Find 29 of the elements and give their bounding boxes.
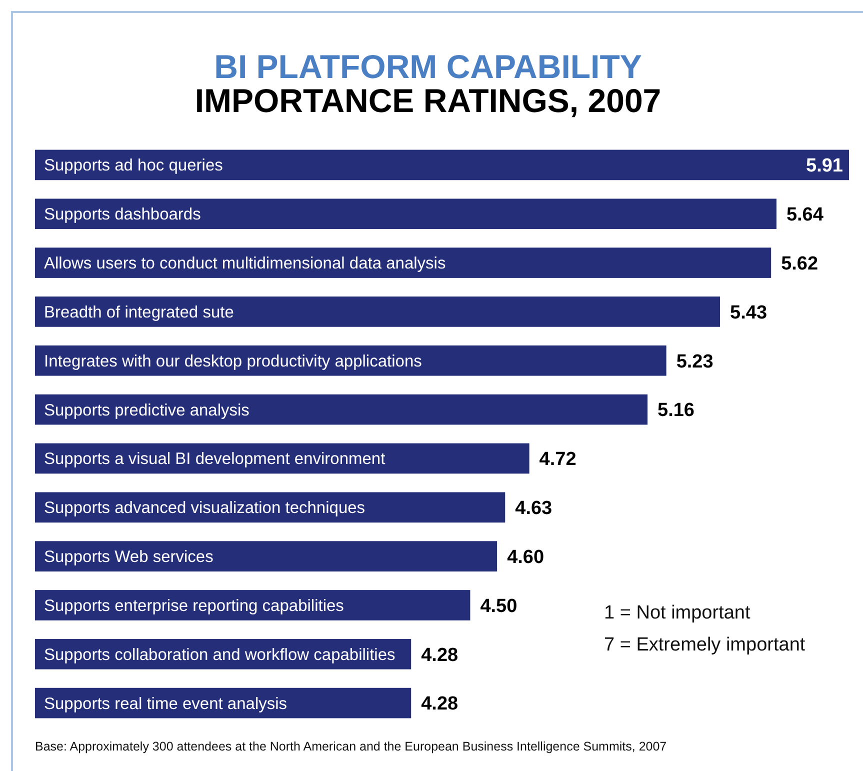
y-tick-label: Supports advanced visualization techniques (44, 499, 366, 518)
chart-title: BI PLATFORM CAPABILITY (214, 48, 642, 85)
data-label: 4.72 (539, 449, 576, 470)
text: Base: Approximately 300 attendees at the North American and the European Business Intelligence Summits, 2007 (35, 739, 667, 754)
annotation: 1 = Not important (604, 602, 751, 624)
y-tick-label: Supports Web services (44, 548, 214, 566)
data-label: 5.64 (786, 204, 824, 226)
y-tick-label: Allows users to conduct multidimensional data analysis (44, 254, 446, 273)
y-tick-label: Integrates with our desktop productivity applications (44, 352, 422, 370)
data-label: 5.91 (806, 156, 844, 177)
y-tick-label: Supports real time event analysis (44, 694, 288, 713)
y-tick-label: Breadth of integrated sute (44, 303, 234, 322)
y-tick-label: Supports dashboards (44, 206, 201, 224)
data-label: 5.62 (781, 253, 818, 274)
data-label: 4.60 (507, 546, 544, 568)
annotation: 7 = Extremely important (604, 634, 806, 656)
y-tick-label: Supports ad hoc queries (44, 156, 223, 175)
data-label: 5.43 (730, 302, 768, 324)
data-label: 4.28 (421, 644, 458, 666)
y-tick-label: Supports predictive analysis (44, 401, 250, 420)
chart-subtitle: IMPORTANCE RATINGS, 2007 (194, 82, 662, 119)
data-label: 4.28 (421, 694, 458, 715)
data-label: 5.16 (658, 400, 694, 422)
data-label: 4.50 (480, 596, 518, 617)
data-label: 4.63 (515, 498, 552, 520)
y-tick-label: Supports collaboration and workflow capabilities (44, 646, 396, 664)
y-tick-label: Supports a visual BI development environment (44, 450, 386, 468)
y-tick-label: Supports enterprise reporting capabilities (44, 596, 344, 615)
data-label: 5.23 (676, 351, 714, 372)
